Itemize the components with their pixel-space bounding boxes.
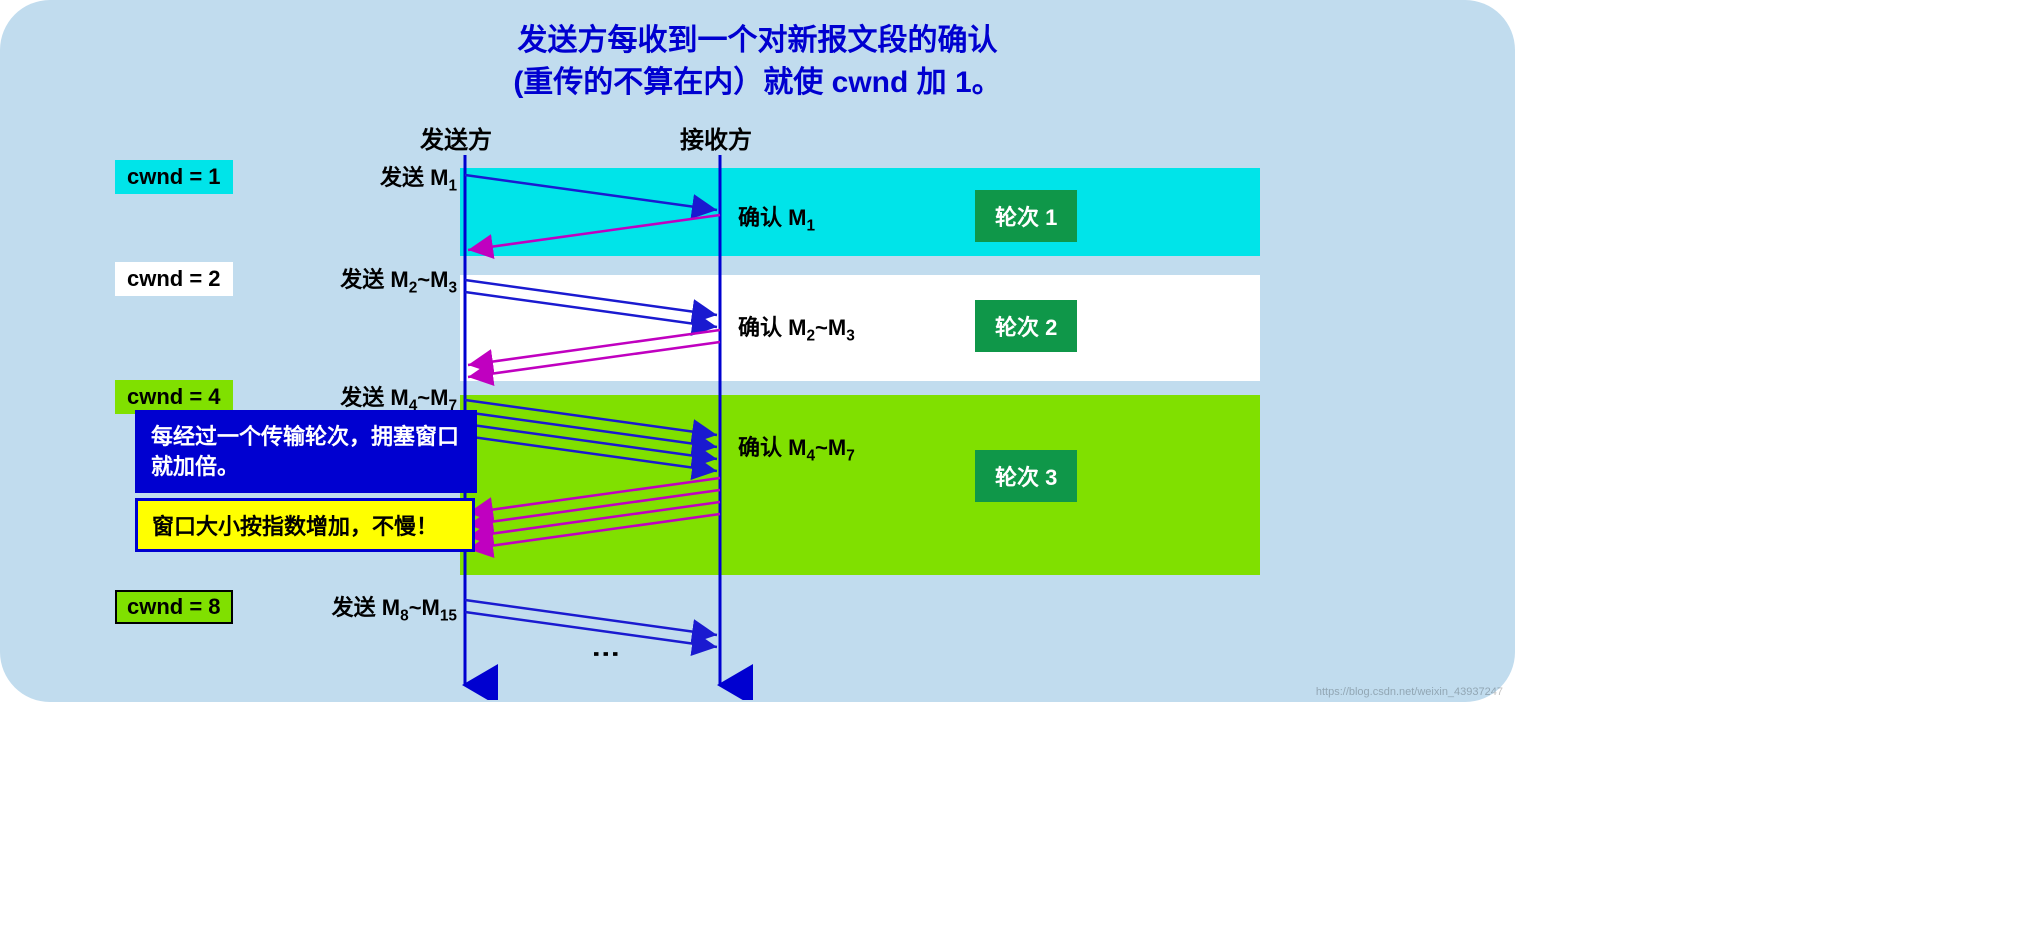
title-line2: (重传的不算在内）就使 cwnd 加 1。 — [513, 66, 1001, 99]
watermark-text: https://blog.csdn.net/weixin_43937247 — [1316, 686, 1503, 698]
round-badge-2: 轮次 2 — [975, 300, 1077, 352]
labels-layer: cwnd = 1 发送 M1 确认 M1 轮次 1 cwnd = 2 发送 M2~M3 确认… — [0, 120, 1515, 690]
sequence-diagram: 发送方 接收方 cwnd = 1发送 M1确认 M1轮次 1cwnd = 2发送… — [0, 120, 1515, 690]
ack-label-2: 确认 M2~M3 — [738, 310, 855, 345]
send-label-4: 发送 M8~M15 — [332, 590, 457, 625]
ack-label-1: 确认 M1 — [738, 200, 815, 235]
note-blue-text: 每经过一个传输轮次，拥塞窗口就加倍。 — [151, 424, 459, 479]
note-yellow-text: 窗口大小按指数增加，不慢！ — [152, 514, 438, 539]
cwnd-label-3: cwnd = 4 — [115, 380, 233, 414]
cwnd-label-4: cwnd = 8 — [115, 590, 233, 624]
ack-label-3: 确认 M4~M7 — [738, 430, 855, 465]
cwnd-label-1: cwnd = 1 — [115, 160, 233, 194]
send-label-1: 发送 M1 — [380, 160, 457, 195]
diagram-title: 发送方每收到一个对新报文段的确认 (重传的不算在内）就使 cwnd 加 1。 — [0, 20, 1515, 104]
diagram-container: 发送方每收到一个对新报文段的确认 (重传的不算在内）就使 cwnd 加 1。 发… — [0, 0, 1515, 702]
round-badge-1: 轮次 1 — [975, 190, 1077, 242]
continuation-dots: ⋮ — [590, 640, 623, 668]
round-badge-3: 轮次 3 — [975, 450, 1077, 502]
title-line1: 发送方每收到一个对新报文段的确认 — [518, 24, 998, 57]
note-yellow-box: 窗口大小按指数增加，不慢！ — [135, 498, 475, 552]
send-label-2: 发送 M2~M3 — [340, 262, 457, 297]
note-blue-box: 每经过一个传输轮次，拥塞窗口就加倍。 — [135, 410, 477, 493]
cwnd-label-2: cwnd = 2 — [115, 262, 233, 296]
